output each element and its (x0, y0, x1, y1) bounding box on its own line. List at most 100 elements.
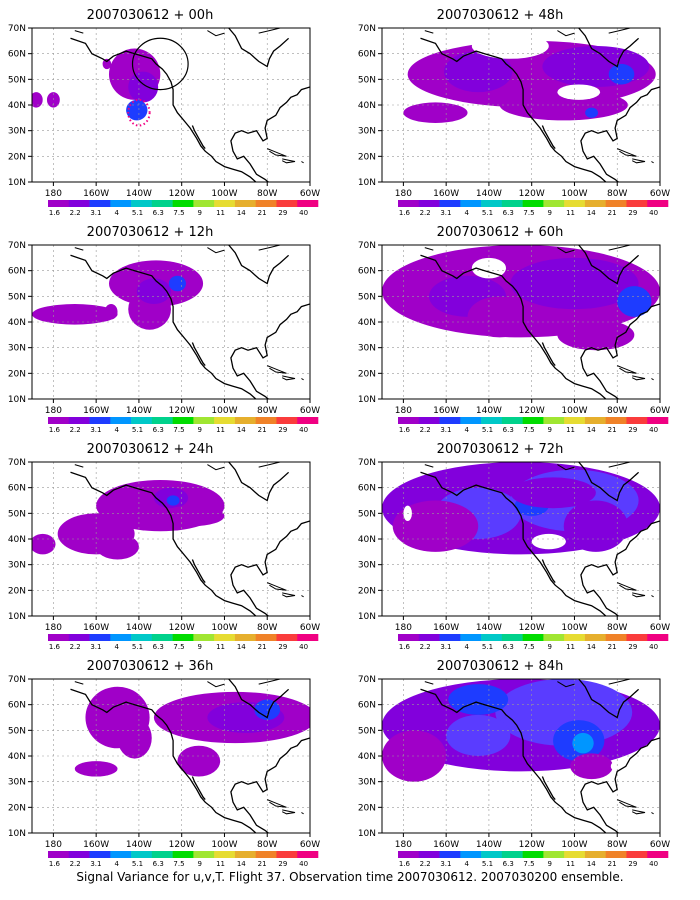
variance-region (448, 684, 509, 715)
coastline (207, 464, 225, 471)
longitude-label: 80W (607, 623, 627, 633)
latitude-label: 60N (8, 50, 26, 60)
latitude-label: 40N (8, 535, 26, 545)
figure-caption: Signal Variance for u,v,T. Flight 37. Ob… (76, 870, 624, 884)
variance-region (542, 45, 650, 88)
colorbar-label: 29 (628, 426, 637, 434)
colorbar-label: 3.1 (90, 426, 101, 434)
latitude-label: 20N (8, 803, 26, 813)
colorbar-label: 7.5 (173, 860, 184, 868)
longitude-label: 120W (169, 189, 195, 199)
colorbar-swatch (297, 634, 319, 641)
observation-track-marker (127, 98, 151, 127)
colorbar-label: 4 (114, 860, 119, 868)
colorbar-swatch (626, 634, 648, 641)
colorbar-label: 9 (548, 860, 552, 868)
colorbar-label: 2.2 (70, 643, 81, 651)
longitude-label: 180 (45, 189, 62, 199)
colorbar-swatch (501, 200, 523, 207)
longitude-label: 100W (561, 840, 587, 850)
longitude-label: 60W (300, 623, 320, 633)
colorbar-swatch (543, 634, 565, 641)
colorbar-swatch (151, 200, 173, 207)
longitude-label: 80W (607, 189, 627, 199)
colorbar-label: 3.1 (440, 209, 451, 217)
colorbar-label: 21 (608, 860, 617, 868)
colorbar-swatch (584, 851, 606, 858)
variance-map: 70N 60N 50N 40N 30N 20N 10N 180 160W 140W 120W 100W… (8, 241, 320, 434)
colorbar-swatch (193, 417, 215, 424)
colorbar-swatch (398, 634, 420, 641)
colorbar-swatch (151, 851, 173, 858)
variance-region (136, 278, 171, 305)
coastline (74, 464, 84, 468)
colorbar-swatch (626, 200, 648, 207)
colorbar-swatch (193, 851, 215, 858)
latitude-label: 70N (8, 675, 26, 685)
longitude-label: 120W (169, 623, 195, 633)
colorbar-label: 40 (299, 426, 308, 434)
colorbar-label: 2.2 (70, 860, 81, 868)
coastline (557, 247, 575, 254)
longitude-label: 140W (476, 189, 502, 199)
coastline (541, 125, 556, 150)
colorbar-label: 14 (237, 860, 246, 868)
coastline (191, 776, 206, 801)
longitude-label: 60W (300, 406, 320, 416)
variance-region (74, 761, 118, 777)
colorbar-label: 9 (198, 860, 202, 868)
colorbar-label: 1.6 (49, 643, 61, 651)
colorbar-label: 6.3 (503, 860, 514, 868)
colorbar-swatch (234, 200, 256, 207)
colorbar-label: 6.3 (153, 643, 164, 651)
colorbar-label: 29 (278, 209, 287, 217)
colorbar-swatch (584, 200, 606, 207)
colorbar-swatch (297, 200, 319, 207)
colorbar-label: 7.5 (173, 643, 184, 651)
colorbar-swatch (647, 634, 669, 641)
colorbar-swatch (481, 851, 503, 858)
map-panel: 2007030612 + 36h 70N 60N 50N 40N 30N 20N 10N 180… (0, 659, 320, 869)
island-outline (301, 595, 304, 598)
colorbar-swatch (151, 634, 173, 641)
colorbar-swatch (234, 634, 256, 641)
longitude-label: 140W (476, 840, 502, 850)
variance-region (557, 319, 635, 351)
island-outline (651, 595, 654, 598)
latitude-label: 30N (358, 127, 376, 137)
colorbar-label: 2.2 (420, 643, 431, 651)
colorbar-label: 6.3 (503, 209, 514, 217)
island-outline (267, 582, 287, 591)
longitude-label: 60W (650, 189, 670, 199)
colorbar-label: 2.2 (420, 209, 431, 217)
colorbar-label: 40 (299, 643, 308, 651)
colorbar-label: 29 (628, 643, 637, 651)
colorbar-label: 6.3 (503, 426, 514, 434)
longitude-label: 80W (257, 840, 277, 850)
coastline (207, 247, 225, 254)
coastline (74, 247, 84, 251)
colorbar-swatch (131, 851, 153, 858)
longitude-label: 100W (211, 189, 237, 199)
colorbar-label: 9 (198, 426, 202, 434)
colorbar-swatch (564, 851, 586, 858)
latitude-label: 20N (358, 369, 376, 379)
variance-region (160, 505, 225, 527)
island-outline (617, 148, 637, 157)
coastline (74, 30, 84, 34)
island-outline (617, 799, 637, 808)
no-signal-region (471, 33, 549, 59)
colorbar-swatch (626, 851, 648, 858)
latitude-label: 50N (358, 292, 376, 302)
colorbar-label: 4 (464, 209, 469, 217)
coastline (578, 28, 640, 68)
longitude-label: 160W (83, 406, 109, 416)
colorbar-label: 3.1 (90, 860, 101, 868)
colorbar-swatch (522, 200, 544, 207)
latitude-label: 30N (8, 127, 26, 137)
latitude-label: 40N (8, 752, 26, 762)
colorbar-label: 14 (587, 860, 596, 868)
variance-region (617, 286, 652, 317)
colorbar-label: 11 (566, 426, 575, 434)
colorbar-label: 5.1 (482, 643, 493, 651)
